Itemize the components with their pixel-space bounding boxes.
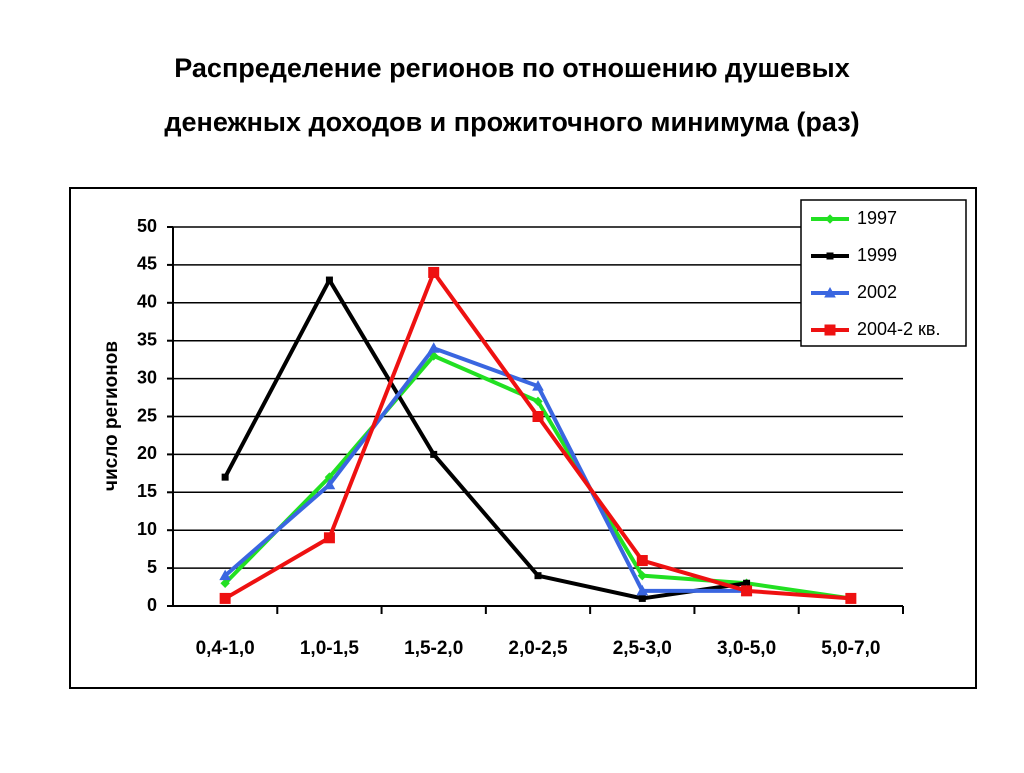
chart-frame	[69, 187, 977, 689]
marker	[428, 266, 440, 278]
marker	[323, 478, 336, 490]
marker	[325, 276, 333, 284]
x-tick-label: 2,0-2,5	[508, 638, 568, 659]
y-tick-label: 45	[137, 254, 157, 274]
marker	[323, 532, 335, 544]
marker	[219, 592, 231, 604]
marker	[824, 324, 836, 336]
marker	[532, 411, 544, 422]
line	[224, 270, 852, 601]
legend-label: 1997	[857, 208, 897, 228]
marker	[845, 592, 857, 604]
x-tick-label: 1,0-1,5	[300, 638, 360, 659]
marker	[826, 252, 834, 260]
marker	[427, 342, 440, 353]
x-tick-label: 2,5-3,0	[613, 638, 672, 659]
marker	[824, 286, 836, 298]
marker	[638, 594, 646, 602]
x-tick-label: 5,0-7,0	[821, 638, 880, 659]
line	[223, 353, 852, 601]
line	[223, 346, 747, 593]
y-tick-label: 40	[137, 292, 157, 312]
marker	[430, 450, 438, 458]
x-tick-label: 3,0-5,0	[717, 638, 776, 659]
series	[219, 266, 857, 604]
y-axis-label: число регионов	[101, 341, 122, 491]
marker	[219, 569, 231, 581]
x-tick-label: 0,4-1,0	[196, 638, 255, 659]
marker	[534, 572, 542, 580]
y-tick-label: 35	[137, 329, 157, 349]
marker	[532, 380, 544, 391]
line	[223, 278, 747, 601]
marker	[220, 578, 230, 588]
legend-label: 2002	[857, 282, 897, 302]
legend-box	[800, 199, 967, 347]
chart-title-line: денежных доходов и прожиточного минимума…	[164, 107, 859, 137]
y-tick-label: 30	[137, 367, 157, 387]
y-tick-label: 5	[147, 557, 157, 577]
chart-title-line: Распределение регионов по отношению душе…	[174, 53, 849, 83]
series	[221, 276, 751, 602]
marker	[741, 585, 753, 597]
marker	[636, 555, 648, 567]
x-tick-label: 1,5-2,0	[404, 638, 463, 659]
marker	[533, 396, 543, 407]
legend-label: 1999	[857, 245, 897, 265]
y-tick-label: 15	[137, 481, 157, 501]
legend-label: 2004-2 кв.	[857, 319, 941, 339]
marker	[221, 473, 229, 481]
y-tick-label: 25	[137, 405, 157, 425]
marker	[637, 570, 647, 581]
y-tick-label: 20	[137, 443, 157, 463]
y-tick-label: 50	[137, 216, 157, 236]
y-tick-label: 10	[137, 519, 157, 539]
marker	[636, 584, 649, 596]
y-tick-label: 0	[147, 595, 157, 615]
marker	[825, 214, 835, 224]
